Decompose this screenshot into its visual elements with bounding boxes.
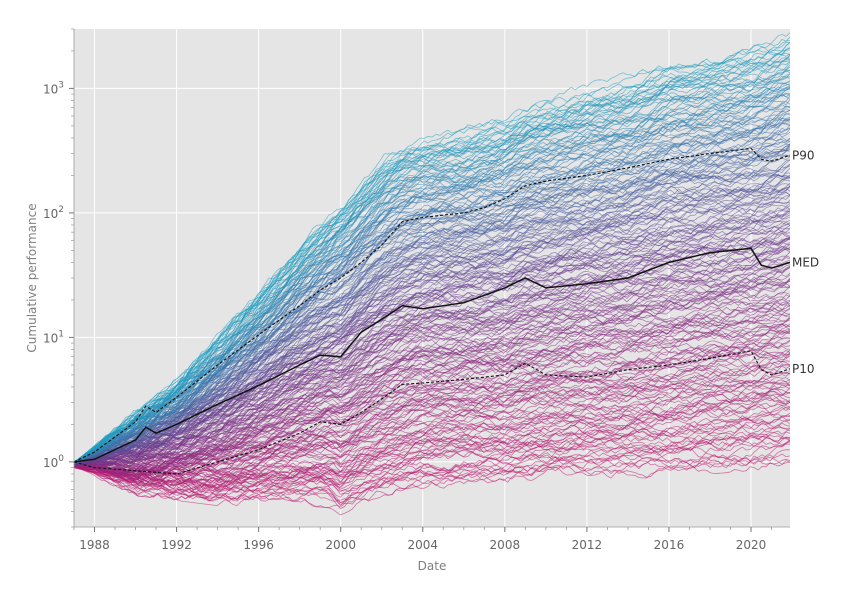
ensemble-path-143 — [74, 208, 790, 465]
ensemble-path-225 — [74, 87, 790, 463]
ensemble-path-7 — [74, 439, 790, 504]
ensemble-path-212 — [74, 113, 790, 464]
ensemble-path-153 — [74, 191, 790, 465]
ensemble-path-30 — [74, 394, 790, 486]
ensemble-path-106 — [74, 265, 790, 466]
ensemble-path-228 — [74, 86, 790, 463]
ensemble-path-253 — [74, 52, 790, 463]
y-axis: 100 101 102 103 — [43, 28, 75, 528]
ensemble-path-36 — [74, 387, 790, 484]
ensemble-path-107 — [74, 267, 790, 466]
x-axis: 1988 1992 1996 2000 2004 2008 2012 2016 2020 — [73, 526, 790, 552]
ensemble-path-191 — [74, 144, 790, 464]
x-tick-label: 1992 — [161, 538, 192, 552]
ensemble-path-108 — [74, 264, 790, 466]
ensemble-path-134 — [74, 221, 790, 465]
ensemble-path-243 — [74, 59, 790, 463]
ensemble-path-136 — [74, 230, 790, 465]
ensemble-path-93 — [74, 298, 790, 467]
ensemble-path-137 — [74, 226, 790, 465]
ensemble-path-48 — [74, 368, 790, 483]
ensemble-path-2 — [74, 453, 790, 507]
ensemble-path-11 — [74, 437, 790, 501]
ensemble-path-163 — [74, 185, 790, 465]
reference-labels: P90 MED P10 — [792, 148, 819, 375]
ensemble-path-120 — [74, 244, 790, 466]
series-label-p90: P90 — [792, 148, 815, 162]
ensemble-path-173 — [74, 159, 790, 464]
ensemble-path-53 — [74, 356, 790, 479]
y-axis-label: Cumulative performance — [25, 203, 39, 352]
ensemble-path-132 — [74, 236, 790, 465]
ensemble-path-164 — [74, 176, 790, 465]
ensemble-path-75 — [74, 330, 790, 468]
ensemble-path-138 — [74, 222, 790, 465]
ensemble-path-251 — [74, 48, 790, 463]
ensemble-path-206 — [74, 119, 790, 464]
ensemble-path-38 — [74, 384, 790, 485]
ensemble-path-160 — [74, 185, 790, 465]
ensemble-path-33 — [74, 388, 790, 487]
ensemble-path-21 — [74, 413, 790, 497]
series-line-p10 — [74, 350, 790, 475]
ensemble-path-24 — [74, 403, 790, 490]
x-axis-label: Date — [418, 559, 447, 573]
y-tick-label: 102 — [43, 205, 64, 221]
ensemble-path-174 — [74, 163, 790, 464]
x-tick-label: 2008 — [490, 538, 521, 552]
series-line-med — [74, 247, 790, 463]
ensemble-path-209 — [74, 109, 790, 464]
ensemble-path-211 — [74, 105, 790, 464]
reference-lines — [74, 147, 790, 475]
x-tick-label: 2000 — [325, 538, 356, 552]
ensemble-path-151 — [74, 210, 790, 465]
ensemble-path-202 — [74, 127, 790, 464]
ensemble-path-14 — [74, 419, 790, 490]
x-tick-label: 2004 — [407, 538, 438, 552]
ensemble-path-148 — [74, 202, 790, 465]
ensemble-path-258 — [74, 32, 790, 463]
y-tick-label: 100 — [43, 454, 64, 470]
ensemble-path-104 — [74, 277, 790, 466]
ensemble-path-12 — [74, 432, 790, 495]
ensemble-path-199 — [74, 128, 790, 464]
ensemble-path-90 — [74, 301, 790, 469]
ensemble-path-217 — [74, 99, 790, 464]
ensemble-path-128 — [74, 238, 790, 465]
y-tick-label: 103 — [43, 80, 64, 96]
x-tick-label: 2020 — [736, 538, 767, 552]
x-tick-label: 2012 — [572, 538, 603, 552]
ensemble-path-20 — [74, 415, 790, 488]
series-label-p10: P10 — [792, 362, 815, 376]
ensemble-path-155 — [74, 194, 790, 465]
series-label-med: MED — [792, 255, 819, 269]
series-line-p90 — [74, 147, 790, 463]
ensemble-path-204 — [74, 117, 790, 464]
y-tick-label: 101 — [43, 329, 64, 345]
ensemble-path-40 — [74, 379, 790, 476]
ensemble-path-257 — [74, 38, 790, 463]
x-tick-label: 1996 — [243, 538, 274, 552]
ensemble-path-259 — [74, 42, 790, 463]
ensemble-path-0 — [74, 460, 790, 516]
ensemble-path-45 — [74, 380, 790, 480]
ensemble-path-213 — [74, 108, 790, 464]
ensemble-path-84 — [74, 313, 790, 466]
x-tick-label: 1988 — [79, 538, 110, 552]
ensemble-path-95 — [74, 294, 790, 466]
ensemble-path-46 — [74, 376, 790, 479]
x-tick-label: 2016 — [654, 538, 685, 552]
ensemble-path-61 — [74, 342, 790, 477]
ensemble-path-34 — [74, 388, 790, 479]
